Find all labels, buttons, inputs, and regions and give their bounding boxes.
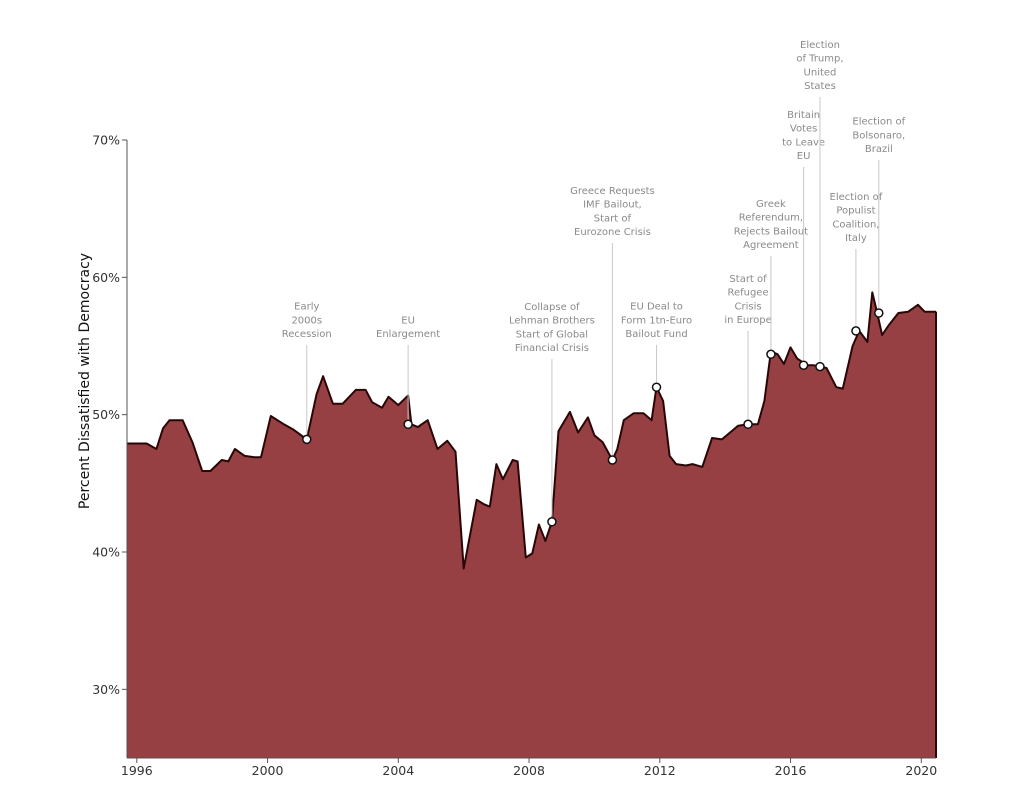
y-tick-label: 60% xyxy=(92,270,120,285)
y-tick-label: 40% xyxy=(92,545,120,560)
event-label: EU Enlargement xyxy=(376,315,440,340)
event-marker xyxy=(403,419,413,430)
x-tick-label: 1996 xyxy=(121,763,153,778)
event-marker xyxy=(651,382,662,392)
area-fill xyxy=(127,292,936,758)
x-tick-label: 2020 xyxy=(905,763,937,778)
marker-layer xyxy=(302,308,884,527)
x-tick-label: 2000 xyxy=(252,763,284,778)
event-label: Greek Referendum, Rejects Bailout Agreement xyxy=(734,199,808,251)
event-label: Collapse of Lehman Brothers Start of Globa… xyxy=(509,302,595,354)
event-label: Early 2000s Recession xyxy=(282,302,332,340)
x-tick-label: 2012 xyxy=(644,763,676,778)
x-tick-label: 2016 xyxy=(775,763,807,778)
event-marker xyxy=(798,360,809,370)
event-marker xyxy=(547,517,557,527)
event-label: Britain Votes to Leave EU xyxy=(782,110,825,162)
event-label: Election of Populist Coalition, Italy xyxy=(830,192,883,244)
event-marker xyxy=(766,349,776,359)
y-tick-label: 30% xyxy=(92,682,120,697)
event-label: EU Deal to Form 1tn-Euro Bailout Fund xyxy=(621,302,692,340)
event-label: Greece Requests IMF Bailout, Start of Euroz… xyxy=(570,186,655,238)
event-marker xyxy=(851,326,861,336)
axis-layer: 30% 40% 50% 60% 70% 1996 2000 2004 2008 2012 2016 2… xyxy=(92,133,937,779)
event-marker xyxy=(815,361,825,372)
event-marker xyxy=(874,308,884,318)
y-tick-label: 70% xyxy=(92,133,120,148)
x-tick-label: 2008 xyxy=(513,763,545,778)
event-marker xyxy=(743,419,753,430)
y-axis-label: Percent Dissatisfied with Democracy xyxy=(77,253,93,509)
x-tick-label: 2004 xyxy=(382,763,414,778)
event-label: Start of Refugee Crisis in Europe xyxy=(724,274,771,326)
event-label: Election of Bolsonaro, Brazil xyxy=(852,117,905,155)
event-label: Election of Trump, United States xyxy=(796,40,843,92)
annotation-layer: Early 2000s Recession EU Enlargement Collapse… xyxy=(282,40,906,517)
area-layer xyxy=(127,291,937,758)
event-marker xyxy=(302,434,312,445)
y-tick-label: 50% xyxy=(92,407,120,422)
event-marker xyxy=(607,455,618,465)
